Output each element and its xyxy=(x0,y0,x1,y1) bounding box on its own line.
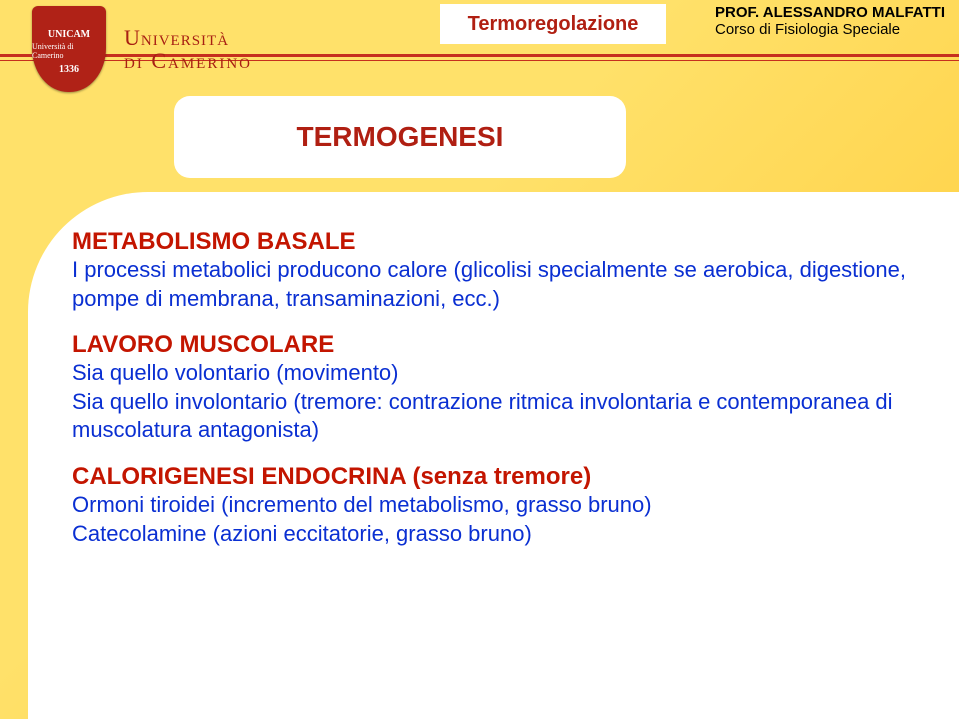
shield-year: 1336 xyxy=(59,64,79,75)
logo-block: UNICAM Università di Camerino 1336 Unive… xyxy=(32,6,252,92)
slide-page: UNICAM Università di Camerino 1336 Unive… xyxy=(0,0,959,719)
unicam-shield-logo: UNICAM Università di Camerino 1336 xyxy=(32,6,106,92)
professor-name: PROF. ALESSANDRO MALFATTI xyxy=(715,4,945,21)
topic-box: Termoregolazione xyxy=(440,4,666,44)
course-name: Corso di Fisiologia Speciale xyxy=(715,21,945,38)
content-panel: METABOLISMO BASALE I processi metabolici… xyxy=(28,192,959,719)
section-lavoro-muscolare: LAVORO MUSCOLARE Sia quello volontario (… xyxy=(72,331,919,445)
university-line2: di Camerino xyxy=(124,49,252,72)
section-body-line2: Catecolamine (azioni eccitatorie, grasso… xyxy=(72,520,919,549)
section-body-line2: Sia quello involontario (tremore: contra… xyxy=(72,388,919,445)
professor-block: PROF. ALESSANDRO MALFATTI Corso di Fisio… xyxy=(715,4,945,38)
shield-text-2: Università di Camerino xyxy=(32,42,106,60)
section-body: I processi metabolici producono calore (… xyxy=(72,256,919,313)
university-name: Università di Camerino xyxy=(124,26,252,72)
university-line1: Università xyxy=(124,26,252,49)
slide-title-box: TERMOGENESI xyxy=(174,96,626,178)
section-body-line1: Sia quello volontario (movimento) xyxy=(72,359,919,388)
topic-label: Termoregolazione xyxy=(468,13,639,36)
section-heading: CALORIGENESI ENDOCRINA (senza tremore) xyxy=(72,463,919,491)
section-calorigenesi: CALORIGENESI ENDOCRINA (senza tremore) O… xyxy=(72,463,919,548)
section-heading: METABOLISMO BASALE xyxy=(72,228,919,256)
slide-title: TERMOGENESI xyxy=(297,121,504,153)
header-region: UNICAM Università di Camerino 1336 Unive… xyxy=(0,0,959,78)
section-body-line1: Ormoni tiroidei (incremento del metaboli… xyxy=(72,491,919,520)
section-heading: LAVORO MUSCOLARE xyxy=(72,331,919,359)
section-metabolismo: METABOLISMO BASALE I processi metabolici… xyxy=(72,228,919,313)
shield-text-1: UNICAM xyxy=(48,29,90,40)
